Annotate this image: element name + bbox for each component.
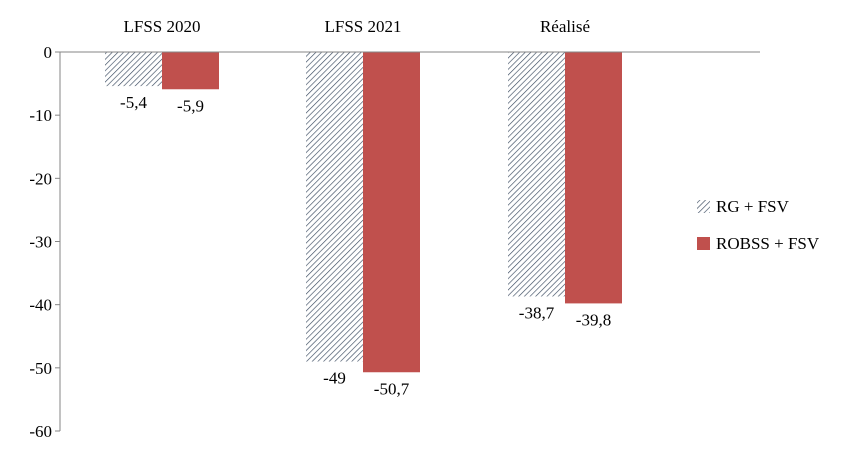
data-label: -5,9 xyxy=(177,96,204,115)
y-tick-label: 0 xyxy=(44,43,53,62)
legend-swatch xyxy=(697,237,710,250)
category-label: LFSS 2020 xyxy=(124,17,201,36)
bar-rg-fsv xyxy=(105,52,162,87)
legend-label: RG + FSV xyxy=(716,197,790,216)
data-label: -49 xyxy=(323,369,346,388)
data-label: -5,4 xyxy=(120,93,147,112)
bar-rg-fsv xyxy=(508,52,565,297)
y-tick-label: -60 xyxy=(29,422,52,441)
category-label: LFSS 2021 xyxy=(325,17,402,36)
category-label: Réalisé xyxy=(540,17,590,36)
data-label: -39,8 xyxy=(576,310,611,329)
y-tick-label: -40 xyxy=(29,296,52,315)
y-tick-label: -30 xyxy=(29,233,52,252)
bar-robss-fsv xyxy=(565,52,622,304)
bar-rg-fsv xyxy=(306,52,363,362)
y-tick-label: -10 xyxy=(29,106,52,125)
y-tick-label: -50 xyxy=(29,359,52,378)
y-tick-label: -20 xyxy=(29,169,52,188)
data-label: -50,7 xyxy=(374,379,410,398)
data-label: -38,7 xyxy=(519,303,555,322)
bar-robss-fsv xyxy=(162,52,219,90)
legend-swatch xyxy=(697,200,710,213)
legend-label: ROBSS + FSV xyxy=(716,234,820,253)
bar-robss-fsv xyxy=(363,52,420,373)
